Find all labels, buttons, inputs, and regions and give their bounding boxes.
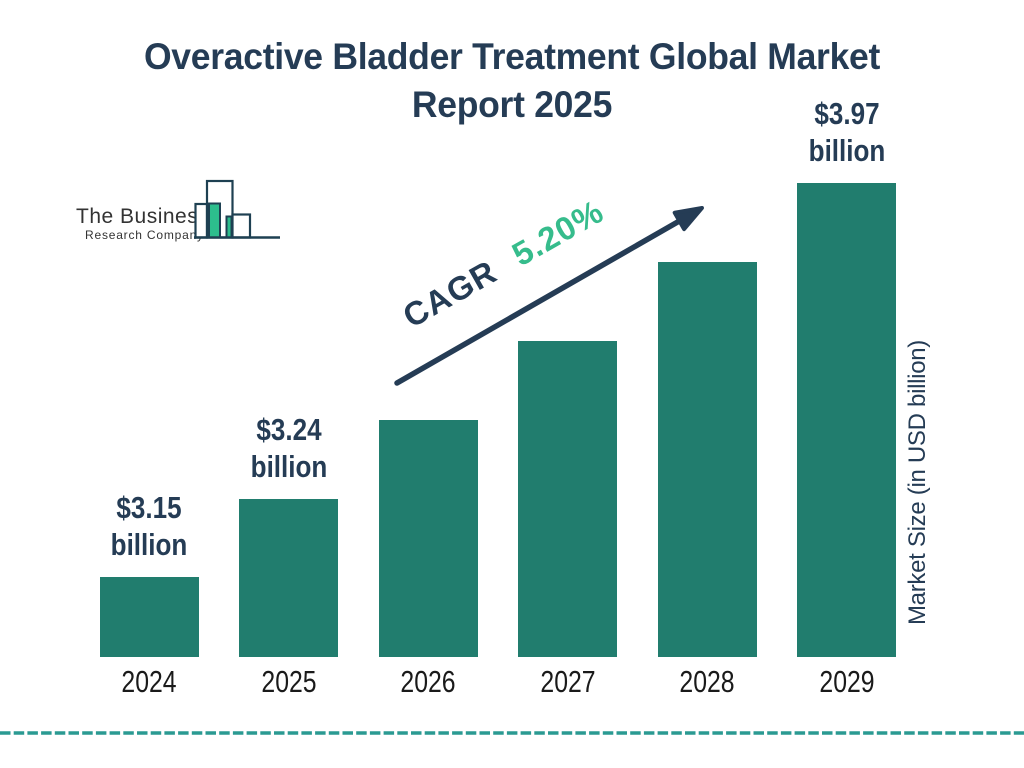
value-unit: billion <box>250 449 327 484</box>
logo-bars-icon <box>194 179 280 239</box>
bar-2025 <box>239 499 338 657</box>
bar-2026 <box>378 420 478 657</box>
value-unit: billion <box>110 527 188 562</box>
y-axis-label: Market Size (in USD billion) <box>904 340 931 626</box>
x-tick-2029: 2029 <box>818 664 875 699</box>
value-amount: $3.15 <box>116 490 182 525</box>
bar-value-label-2025: $3.24 billion <box>221 411 355 485</box>
bar-2028 <box>657 262 757 657</box>
logo-company-name: The Business <box>76 205 210 228</box>
cagr-label: CAGR <box>396 252 503 335</box>
bar-2024 <box>99 577 199 657</box>
page-title: Overactive Bladder Treatment Global Mark… <box>0 33 1024 129</box>
value-unit: billion <box>808 133 885 168</box>
x-tick-2024: 2024 <box>121 664 177 699</box>
bar-value-label-2024: $3.15 billion <box>82 489 216 563</box>
cagr-annotation: CAGR 5.20% <box>397 192 611 335</box>
x-tick-2028: 2028 <box>679 664 735 699</box>
page-title-line1: Overactive Bladder Treatment Global Mark… <box>143 36 881 77</box>
cagr-value: 5.20% <box>505 192 610 273</box>
bar-2029 <box>797 183 896 657</box>
page-title-line2: Report 2025 <box>411 84 613 125</box>
x-tick-2026: 2026 <box>400 664 456 699</box>
x-tick-2025: 2025 <box>260 664 317 699</box>
value-amount: $3.97 <box>813 96 880 131</box>
bar-2027 <box>518 341 617 657</box>
bar-value-label-2029: $3.97 billion <box>779 95 913 169</box>
value-amount: $3.24 <box>255 412 322 447</box>
x-tick-2027: 2027 <box>539 664 596 699</box>
logo-company-subtitle: Research Company <box>85 228 204 242</box>
